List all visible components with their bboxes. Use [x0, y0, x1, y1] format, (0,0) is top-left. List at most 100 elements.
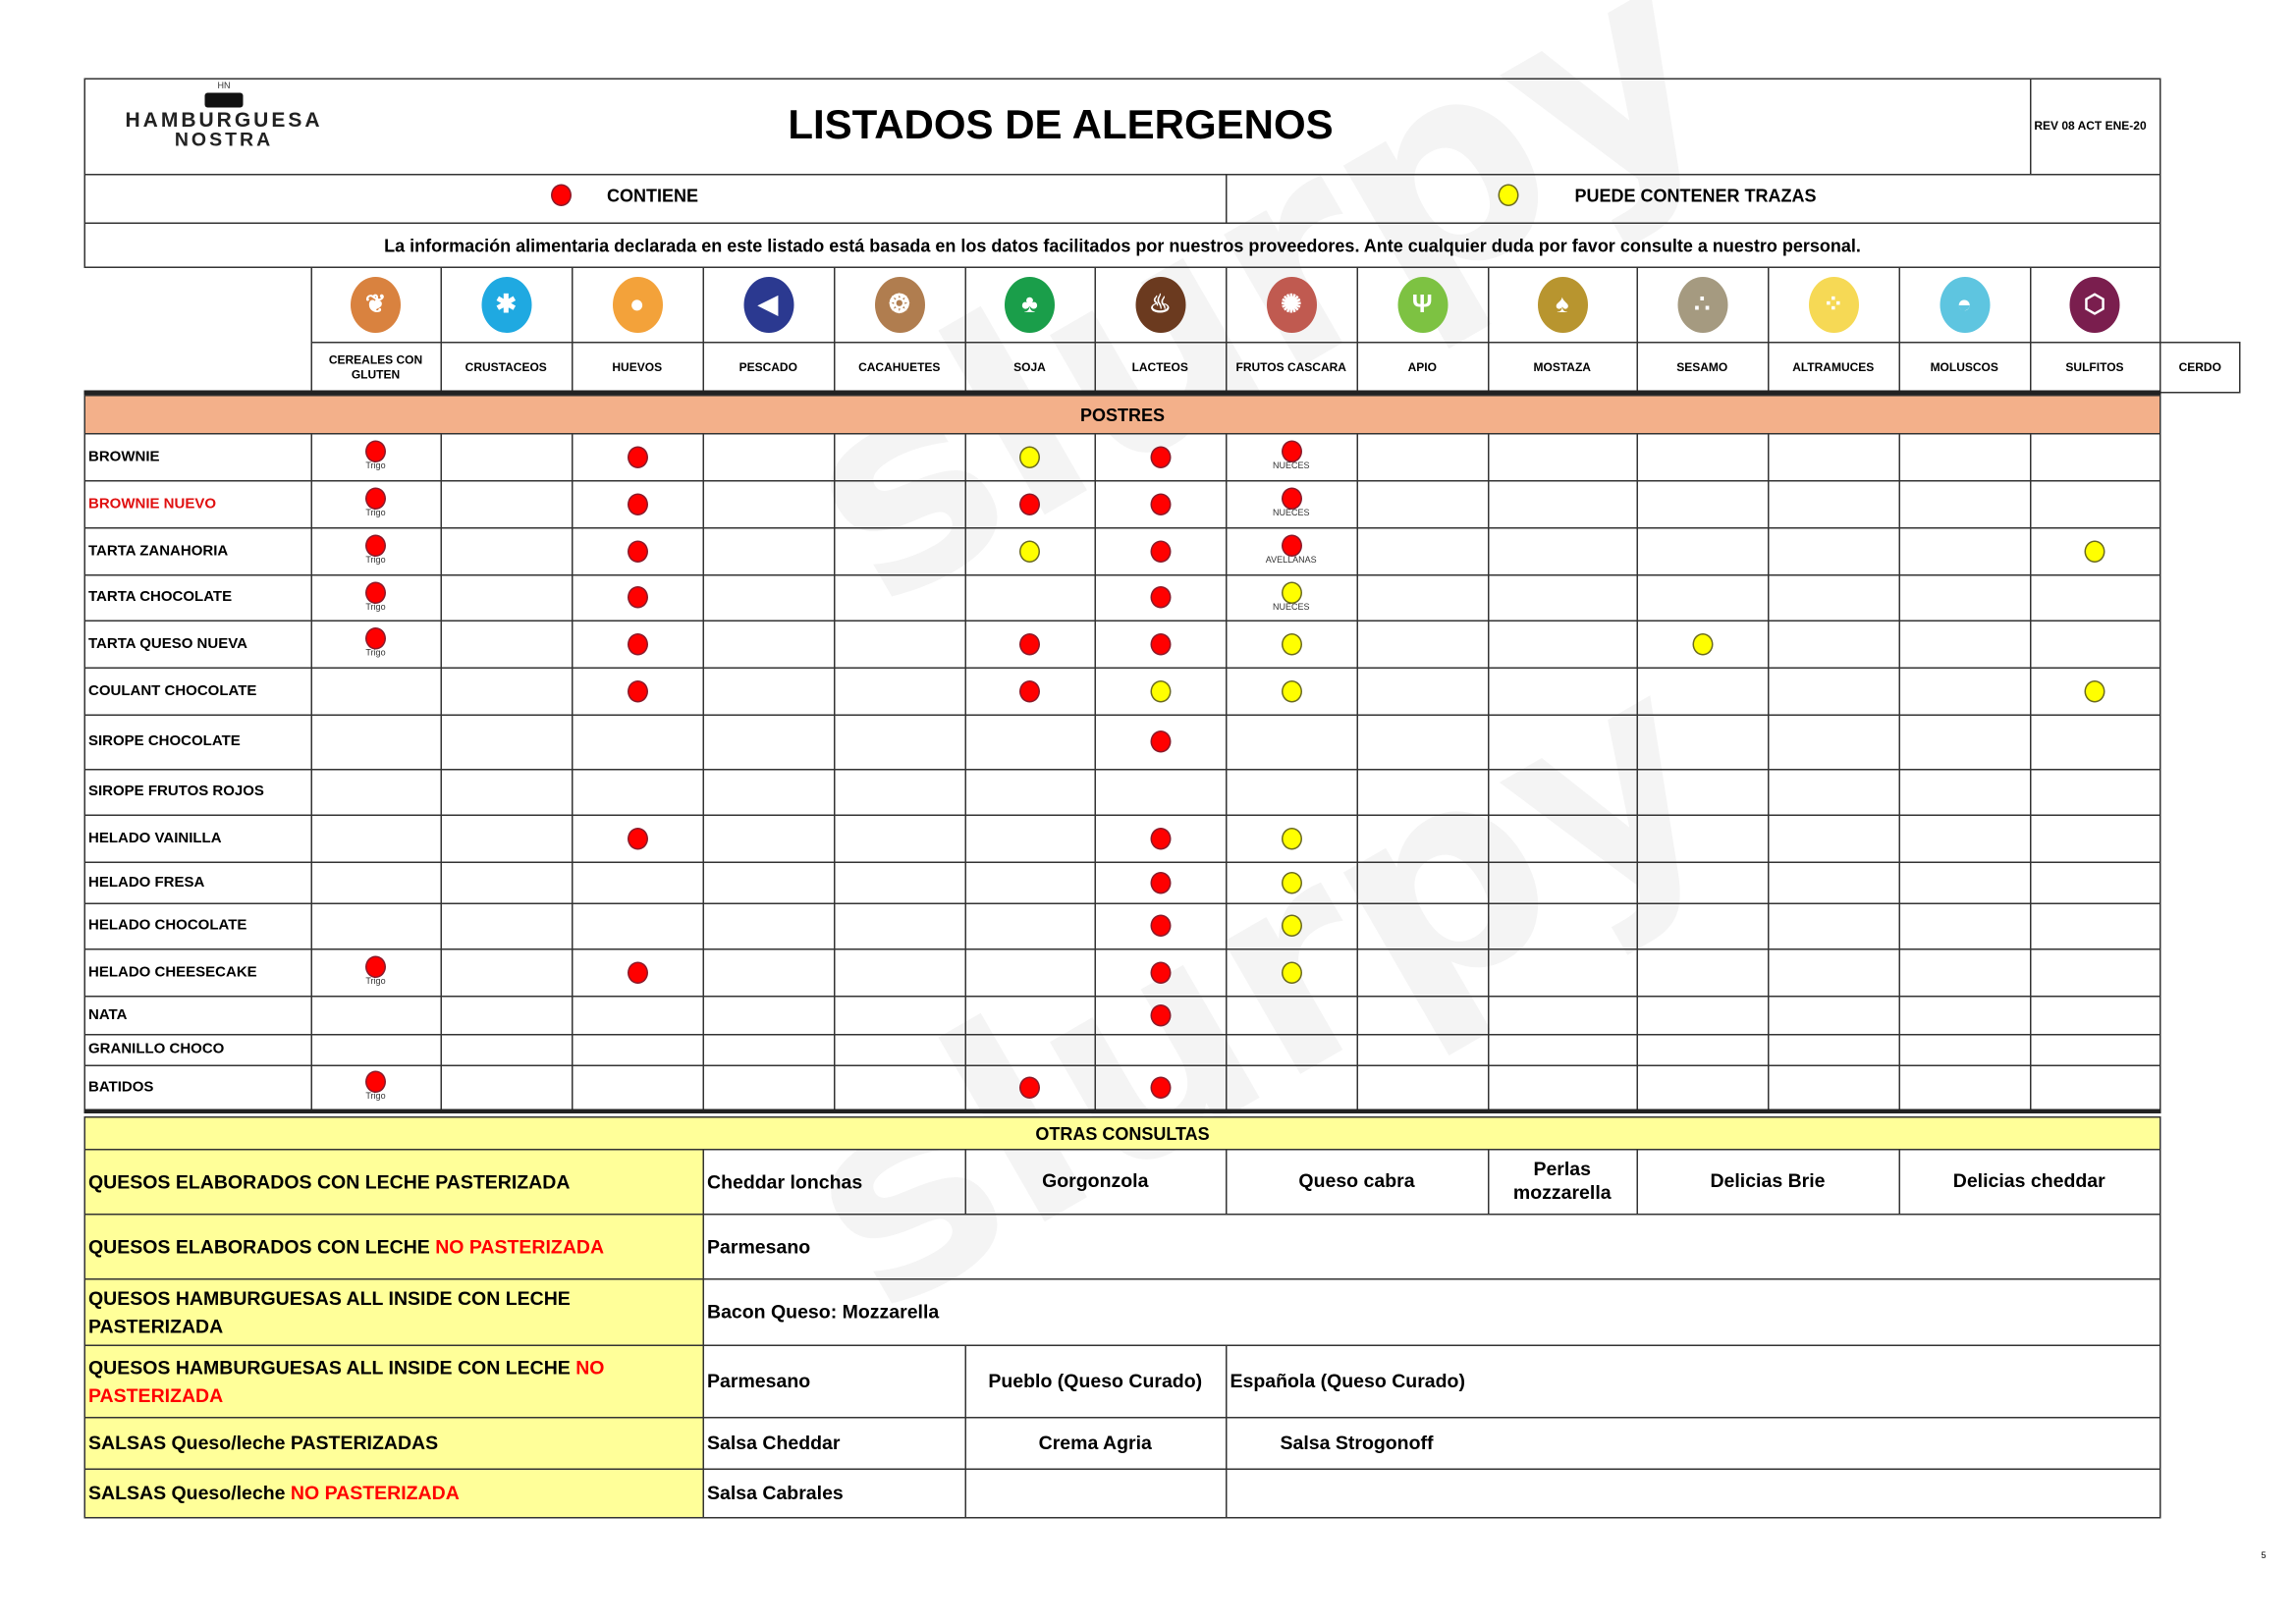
contains-dot [627, 539, 648, 563]
contains-dot [365, 627, 386, 650]
fish-icon: ◀ [742, 277, 793, 333]
traces-dot [1691, 632, 1713, 655]
query-item [965, 1469, 1227, 1518]
cerdo-label-cell [2159, 342, 2241, 394]
table-cell [1356, 480, 1490, 529]
contains-dot [365, 440, 386, 462]
table-cell [440, 948, 574, 998]
table-cell [1768, 620, 1900, 669]
table-cell [2030, 996, 2161, 1036]
query-item: Pueblo (Queso Curado) [988, 1369, 1203, 1391]
contains-dot [1149, 445, 1171, 468]
table-cell [702, 667, 836, 716]
row-name: NATA [88, 1006, 128, 1023]
query-item: Bacon Queso: Mozzarella [707, 1300, 940, 1324]
table-cell [702, 480, 836, 529]
query-label-text: QUESOS HAMBURGUESAS ALL INSIDE CON LECHE [88, 1355, 576, 1379]
table-cell [1636, 769, 1770, 816]
table-cell [1356, 902, 1490, 950]
allergen-label-cereales: CEREALES CON GLUTEN [328, 352, 423, 381]
table-cell [702, 527, 836, 576]
table-cell [1898, 433, 2032, 482]
table-cell [2030, 480, 2161, 529]
allergen-note: NUECES [1272, 510, 1310, 518]
table-cell [1488, 667, 1638, 716]
table-cell [1488, 861, 1638, 904]
table-cell [2030, 861, 2161, 904]
sulphite-icon: ⬡ [2069, 277, 2120, 333]
table-cell [572, 714, 704, 771]
contains-dot [1149, 1075, 1171, 1099]
query-item: Delicias Brie [1710, 1169, 1826, 1192]
table-cell [1636, 433, 1770, 482]
allergen-label-soja: SOJA [1013, 359, 1046, 374]
allergen-note: Trigo [365, 649, 386, 659]
section-band-otras [83, 1116, 2161, 1151]
table-cell [1356, 1034, 1490, 1066]
contains-dot [627, 679, 648, 702]
table-cell [1636, 948, 1770, 998]
table-cell [834, 574, 966, 622]
table-cell [964, 769, 1096, 816]
page-title: LISTADOS DE ALERGENOS [788, 101, 1334, 148]
table-cell [1488, 1034, 1638, 1066]
table-cell [1488, 769, 1638, 816]
contains-dot [627, 960, 648, 984]
table-cell [1768, 714, 1900, 771]
table-cell [440, 574, 574, 622]
contains-dot [1149, 492, 1171, 515]
query-label: QUESOS HAMBURGUESAS ALL INSIDE CON LECHE… [88, 1345, 692, 1418]
query-item-cell [1226, 1468, 2161, 1519]
table-cell [702, 902, 836, 950]
table-cell [834, 902, 966, 950]
contains-dot [1149, 632, 1171, 655]
query-item: Perlas mozzarella [1512, 1158, 1612, 1204]
table-cell [1768, 1064, 1900, 1110]
table-cell [440, 1034, 574, 1066]
allergen-note: Trigo [365, 557, 386, 566]
contains-dot [1149, 871, 1171, 893]
table-cell [834, 948, 966, 998]
table-cell [1898, 996, 2032, 1036]
table-cell [1768, 948, 1900, 998]
query-label: QUESOS ELABORADOS CON LECHE PASTERIZADA [88, 1149, 692, 1214]
logo-line-2: NOSTRA [174, 128, 274, 150]
contains-dot [1019, 492, 1040, 515]
table-cell [1768, 1034, 1900, 1066]
row-name: GRANILLO CHOCO [88, 1041, 225, 1058]
allergen-note: Trigo [365, 510, 386, 518]
traces-dot [1281, 914, 1302, 937]
contains-dot [627, 492, 648, 515]
contains-dot [1281, 534, 1302, 557]
query-label-text: SALSAS Queso/leche PASTERIZADAS [88, 1432, 439, 1454]
table-cell [1898, 1034, 2032, 1066]
allergen-label-cerdo: CERDO [2178, 360, 2221, 375]
allergen-note: Trigo [365, 978, 386, 987]
query-label-cell [83, 1214, 704, 1280]
soy-icon: ♣ [1005, 277, 1055, 333]
contains-dot [627, 445, 648, 468]
table-cell [2030, 1064, 2161, 1110]
table-cell [1356, 814, 1490, 863]
allergen-label-frutos: FRUTOS CASCARA [1235, 359, 1346, 374]
traces-dot [2084, 539, 2105, 563]
row-name: COULANT CHOCOLATE [88, 682, 257, 699]
table-cell [310, 714, 442, 771]
table-cell [1356, 620, 1490, 669]
table-cell [1768, 480, 1900, 529]
table-cell [2030, 1034, 2161, 1066]
table-cell [2030, 574, 2161, 622]
query-label-text: QUESOS ELABORADOS CON LECHE PASTERIZADA [88, 1169, 571, 1193]
allergen-label-huevos: HUEVOS [612, 359, 663, 374]
contains-dot [627, 827, 648, 849]
page-number: 5 [2261, 1552, 2267, 1561]
row-name: BROWNIE NUEVO [88, 495, 217, 513]
table-cell [1356, 433, 1490, 482]
table-cell [702, 714, 836, 771]
query-item: Parmesano [707, 1370, 811, 1392]
traces-dot [1281, 960, 1302, 984]
contains-dot [365, 955, 386, 978]
table-cell [1636, 996, 1770, 1036]
traces-dot [1019, 539, 1040, 563]
table-cell [702, 814, 836, 863]
